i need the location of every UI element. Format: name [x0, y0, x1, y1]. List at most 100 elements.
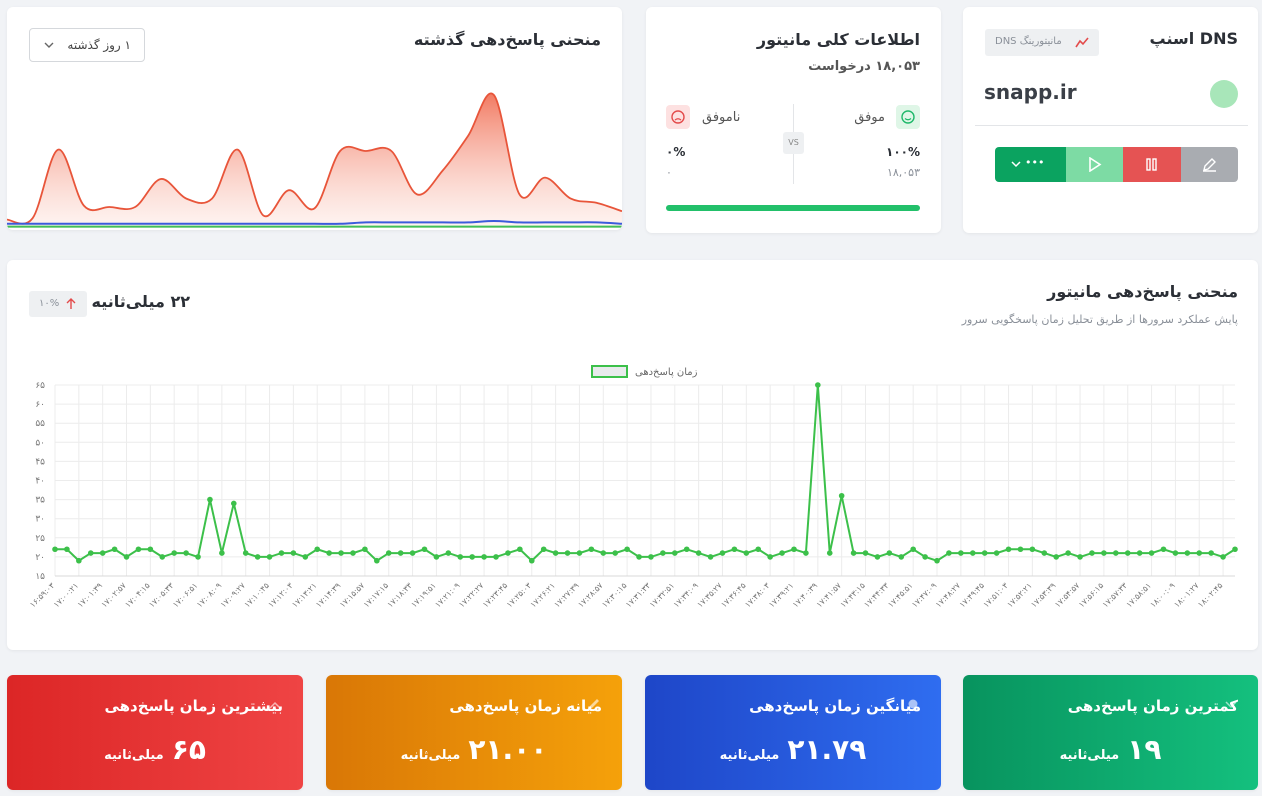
point: [779, 550, 785, 556]
point: [1065, 550, 1071, 556]
x-tick-label: ۱۷:۱۳:۲۱: [290, 581, 318, 609]
point: [993, 550, 1000, 556]
success-icon: [896, 105, 920, 129]
point: [433, 554, 440, 560]
stat-icon: [589, 699, 599, 709]
stat-value: ۶۵: [171, 733, 206, 766]
dns-badge: مانیتورینگ DNS: [985, 29, 1099, 56]
point: [457, 554, 464, 560]
point: [135, 546, 142, 553]
stat-value: ۲۱.۷۹: [787, 733, 867, 766]
x-tick-label: ۱۷:۴۹:۴۵: [958, 581, 986, 609]
y-tick-label: ۲۵: [35, 534, 45, 544]
stat-title: بیشترین زمان پاسخ‌دهی: [104, 697, 283, 715]
point: [409, 550, 416, 556]
success-count: ۱۸,۰۵۳: [886, 166, 920, 179]
x-tick-label: ۱۷:۰۶:۵۱: [171, 581, 199, 609]
point: [1160, 546, 1167, 553]
x-tick-label: ۱۷:۳۹:۲۱: [767, 581, 795, 609]
point: [898, 554, 905, 560]
point: [290, 550, 297, 556]
stat-unit: میلی‌ثانیه: [400, 748, 461, 763]
dns-title: DNS اسنپ: [1149, 29, 1238, 48]
point: [99, 550, 106, 556]
badge-text: مانیتورینگ DNS: [995, 36, 1062, 47]
y-tick-label: ۴۵: [35, 457, 45, 467]
pause-button[interactable]: [1123, 147, 1181, 182]
point: [946, 550, 952, 556]
area-line: [7, 92, 622, 225]
point: [76, 557, 82, 564]
point: [64, 546, 70, 553]
point: [1101, 550, 1107, 556]
point: [338, 550, 344, 556]
legend-swatch: [591, 365, 628, 378]
point: [791, 546, 797, 553]
edit-icon: [1203, 158, 1216, 172]
point: [826, 550, 833, 556]
point: [636, 554, 642, 560]
chevron: [1011, 161, 1021, 168]
series-line: [55, 384, 1236, 563]
x-tick-label: ۱۸:۰۰:۰۹: [1148, 581, 1176, 609]
point: [242, 550, 249, 556]
point: [934, 557, 940, 564]
y-tick-label: ۳۵: [35, 496, 45, 506]
point: [1077, 554, 1083, 560]
requests: ۱۸,۰۵۳ درخواست: [808, 59, 920, 74]
x-tick-label: ۱۷:۲۷:۳۹: [552, 581, 580, 609]
point: [552, 550, 559, 556]
point: [683, 546, 690, 553]
y-tick-label: ۴۰: [35, 477, 45, 487]
history-card: منحنی پاسخ‌دهی گذشته ۱ روز گذشته: [7, 7, 622, 230]
point: [421, 546, 428, 553]
fail-count: ۰: [666, 166, 672, 179]
area-line: [7, 219, 622, 225]
point: [87, 550, 94, 556]
range-select[interactable]: ۱ روز گذشته: [29, 28, 145, 62]
point: [707, 554, 714, 560]
point: [1041, 550, 1048, 556]
response-card: منحنی پاسخ‌دهی مانیتور پایش عملکرد سروره…: [7, 260, 1258, 650]
point: [254, 554, 261, 560]
dns-card: DNS اسنپ مانیتورینگ DNS snapp.ir •••: [963, 7, 1258, 233]
y-tick-label: ۲۰: [35, 553, 45, 563]
x-tick-label: ۱۷:۳۲:۵۱: [648, 581, 676, 609]
point: [52, 546, 58, 553]
y-tick-label: ۳۰: [35, 515, 45, 525]
point: [671, 550, 678, 556]
progress-track: [666, 205, 920, 211]
point: [1029, 546, 1036, 553]
area-fill: [7, 93, 622, 228]
point: [981, 550, 988, 556]
success-label: موفق: [854, 110, 885, 125]
x-tick-label: ۱۷:۱۰:۴۵: [243, 581, 271, 609]
point: [874, 554, 881, 560]
x-tick-label: ۱۷:۲۱:۰۹: [433, 581, 461, 609]
play-button[interactable]: [1066, 147, 1123, 182]
stat-row: ۶۵ میلی‌ثانیه: [7, 733, 303, 766]
point: [1148, 550, 1155, 556]
response-title: منحنی پاسخ‌دهی مانیتور: [1047, 282, 1238, 301]
point: [159, 554, 166, 560]
change-badge: ۱۰%: [29, 291, 87, 317]
point: [612, 550, 619, 556]
x-tick-label: ۱۷:۲۶:۲۱: [529, 581, 557, 609]
progress-bar: [666, 205, 920, 211]
point: [302, 554, 309, 560]
point: [1053, 554, 1060, 560]
info-card: اطلاعات کلی مانیتور ۱۸,۰۵۳ درخواست موفق …: [646, 7, 941, 233]
point: [862, 550, 869, 556]
info-title: اطلاعات کلی مانیتور: [756, 30, 920, 49]
more-button[interactable]: •••: [995, 147, 1066, 182]
range-text: ۱ روز گذشته: [67, 38, 131, 52]
x-tick-label: ۱۷:۱۷:۱۵: [362, 581, 390, 609]
stat-icon: [908, 699, 918, 709]
point: [1196, 550, 1203, 556]
point: [886, 550, 893, 556]
edit-button[interactable]: [1181, 147, 1238, 182]
stat-row: ۱۹ میلی‌ثانیه: [963, 733, 1258, 766]
y-tick-label: ۱۵: [35, 572, 45, 582]
point: [743, 550, 750, 556]
y-tick-label: ۶۰: [35, 400, 45, 410]
